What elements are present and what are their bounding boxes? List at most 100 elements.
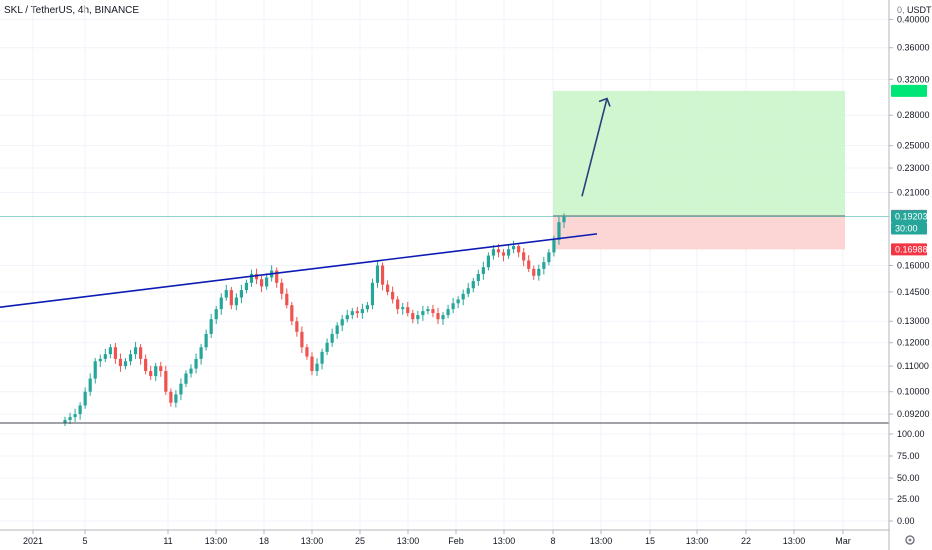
- target-price-badge-text: 0.30657: [895, 86, 928, 96]
- candle-body: [501, 252, 506, 256]
- candle-body: [471, 281, 475, 289]
- candle: [471, 277, 475, 293]
- candle-body: [254, 274, 259, 280]
- candle-body: [380, 265, 385, 285]
- candle: [310, 352, 314, 376]
- candle: [451, 297, 455, 314]
- candle-body: [113, 347, 118, 359]
- candle-body: [295, 321, 299, 332]
- target-zone[interactable]: [553, 90, 845, 216]
- time-tick-label: 13:00: [397, 536, 420, 546]
- candle-body: [401, 307, 405, 310]
- time-tick-label: 8: [550, 536, 555, 546]
- last-price-badge: 0.19203: [891, 210, 928, 223]
- candle: [325, 338, 329, 356]
- candle: [360, 303, 364, 319]
- time-axis[interactable]: 2021 5 11 13:00 18 13:00 25 13:00 Feb 13:00 8 13:00…: [23, 530, 851, 546]
- time-tick-label: 2021: [23, 536, 43, 546]
- candle-body: [506, 249, 511, 256]
- candle: [461, 289, 465, 306]
- candle-body: [456, 299, 460, 304]
- candle: [542, 256, 546, 275]
- indicator-tick-label: 75.00: [897, 451, 920, 461]
- candle-body: [522, 252, 526, 261]
- last-price-badge-text: 0.19203: [895, 212, 928, 222]
- candle: [522, 248, 526, 267]
- candle-body: [194, 358, 198, 369]
- target-price-badge-bg: [891, 84, 927, 97]
- candle-body: [280, 282, 284, 294]
- candle: [562, 213, 566, 228]
- candles: [63, 213, 566, 426]
- candle-body: [441, 315, 445, 320]
- candle-body: [365, 305, 370, 310]
- candle: [139, 344, 143, 365]
- candle: [159, 361, 163, 377]
- candle-body: [461, 293, 465, 300]
- candle: [275, 267, 279, 288]
- projection-arrow[interactable]: [581, 97, 611, 197]
- candle-body: [491, 249, 496, 256]
- price-tick-label: 0.09200: [897, 409, 930, 419]
- candle: [506, 244, 511, 259]
- stop-price-badge-text: 0.16988: [895, 244, 928, 254]
- candle-body: [88, 378, 92, 392]
- candle: [340, 314, 344, 332]
- time-tick-label: 13:00: [301, 536, 324, 546]
- settings-gear-icon[interactable]: [905, 535, 915, 545]
- candle-body: [385, 284, 390, 292]
- candle-body: [496, 249, 501, 253]
- candle-body: [532, 268, 536, 276]
- candle-body: [557, 222, 561, 240]
- candle: [315, 358, 319, 376]
- trendline[interactable]: [0, 233, 598, 308]
- time-tick-label: 11: [163, 536, 172, 546]
- price-tick-label: 0.16000: [897, 260, 930, 270]
- candle: [446, 304, 450, 319]
- candle: [380, 262, 385, 291]
- candle-body: [78, 405, 82, 415]
- candle: [320, 348, 324, 370]
- candle: [476, 269, 480, 286]
- candle: [113, 342, 118, 364]
- candle: [265, 273, 269, 290]
- candle-body: [486, 255, 490, 268]
- candle: [123, 358, 128, 370]
- candle: [73, 408, 77, 422]
- candle: [527, 255, 531, 273]
- candle-body: [184, 373, 188, 384]
- candle: [305, 344, 309, 360]
- candle: [234, 293, 238, 311]
- time-tick-label: Mar: [835, 536, 851, 546]
- candle: [224, 284, 228, 301]
- indicator-tick-label: 100.00: [897, 429, 925, 439]
- candle: [511, 240, 516, 254]
- stop-zone[interactable]: [553, 215, 845, 250]
- price-tick-label: 0.12000: [897, 338, 930, 348]
- price-axis[interactable]: 0, USDT 0.40000 0.36000 0.32000 0.28000 0.25…: [889, 5, 932, 419]
- time-tick-label: 13:00: [590, 536, 613, 546]
- candle-body: [360, 309, 364, 314]
- candle: [345, 309, 349, 323]
- candle: [421, 305, 425, 321]
- time-tick-label: 5: [82, 536, 87, 546]
- candle: [63, 416, 67, 426]
- candle: [239, 284, 244, 304]
- time-tick-label: 13:00: [493, 536, 516, 546]
- candle: [406, 301, 410, 317]
- candle: [174, 390, 178, 408]
- candle-body: [305, 347, 309, 357]
- price-tick-label: 0.28000: [897, 110, 930, 120]
- candle-body: [416, 315, 420, 320]
- last-price-badge-bg: [891, 210, 927, 223]
- candle-body: [285, 293, 289, 306]
- stop-price-badge-bg: [891, 243, 927, 256]
- candle-body: [310, 356, 314, 372]
- candle-body: [406, 307, 410, 314]
- candle-body: [511, 246, 516, 250]
- candle: [144, 354, 148, 375]
- indicator-axis[interactable]: 100.00 75.00 50.00 25.00 0.00: [889, 429, 925, 526]
- candle-body: [340, 319, 344, 326]
